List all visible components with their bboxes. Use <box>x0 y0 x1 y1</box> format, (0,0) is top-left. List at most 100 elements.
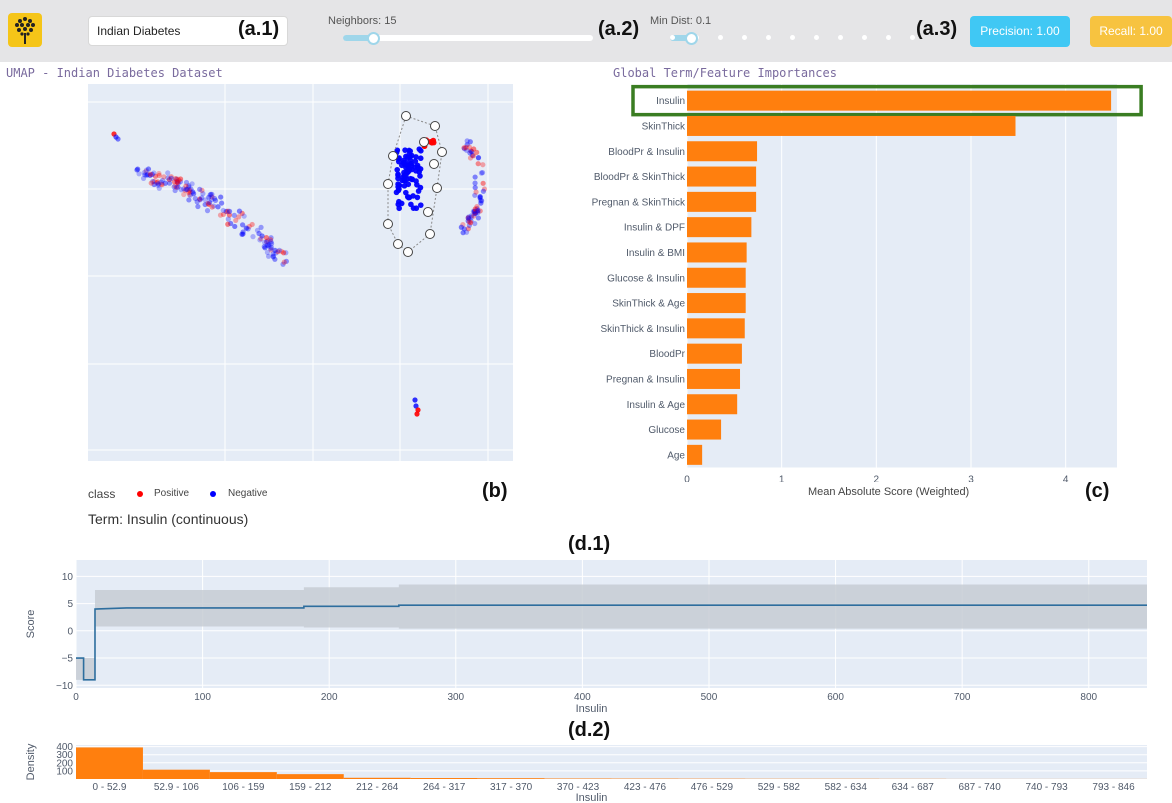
umap-point[interactable] <box>475 155 482 161</box>
umap-point[interactable] <box>218 194 224 200</box>
umap-point[interactable] <box>408 162 415 169</box>
umap-point[interactable] <box>473 189 479 195</box>
umap-point[interactable] <box>211 203 217 209</box>
neighbors-slider[interactable] <box>343 35 593 41</box>
umap-point[interactable] <box>480 162 486 168</box>
umap-point[interactable] <box>186 189 192 195</box>
umap-point[interactable] <box>173 184 180 190</box>
legend-negative-label[interactable]: Negative <box>228 488 268 499</box>
umap-point[interactable] <box>186 184 192 190</box>
umap-point[interactable] <box>395 172 401 179</box>
umap-point[interactable] <box>408 201 414 208</box>
umap-point[interactable] <box>245 226 251 232</box>
umap-point[interactable] <box>395 201 402 208</box>
umap-point[interactable] <box>202 201 208 208</box>
umap-point[interactable] <box>404 154 411 161</box>
min-dist-slider-handle[interactable] <box>685 32 698 45</box>
importance-bar[interactable] <box>687 293 746 314</box>
umap-point[interactable] <box>149 171 155 177</box>
min-dist-step-dot[interactable] <box>718 35 723 40</box>
umap-point[interactable] <box>175 176 181 182</box>
umap-point[interactable] <box>141 169 147 176</box>
umap-point[interactable] <box>175 180 181 186</box>
umap-point[interactable] <box>220 207 226 214</box>
umap-point[interactable] <box>142 172 148 178</box>
umap-point[interactable] <box>183 183 189 189</box>
importance-bar[interactable] <box>687 419 722 440</box>
umap-point[interactable] <box>472 174 478 180</box>
umap-point[interactable] <box>266 241 272 248</box>
umap-point[interactable] <box>191 191 197 197</box>
umap-point[interactable] <box>472 206 478 212</box>
umap-point[interactable] <box>395 158 402 165</box>
umap-point[interactable] <box>185 186 191 192</box>
umap-point[interactable] <box>418 148 424 154</box>
umap-point[interactable] <box>464 147 470 153</box>
umap-point[interactable] <box>232 223 238 230</box>
umap-point[interactable] <box>472 210 478 217</box>
umap-point[interactable] <box>410 193 416 199</box>
umap-point[interactable] <box>236 214 242 220</box>
lasso-handle[interactable] <box>423 207 433 217</box>
umap-point[interactable] <box>417 155 424 162</box>
dataset-select[interactable]: Indian Diabetes <box>88 16 288 46</box>
umap-point[interactable] <box>165 175 171 181</box>
umap-point[interactable] <box>475 215 481 221</box>
umap-point[interactable] <box>261 239 268 245</box>
umap-point[interactable] <box>241 213 247 219</box>
umap-point[interactable] <box>258 236 264 242</box>
umap-point[interactable] <box>192 195 198 202</box>
umap-point[interactable] <box>148 180 154 186</box>
umap-point[interactable] <box>250 234 256 240</box>
lasso-handle[interactable] <box>383 219 393 229</box>
umap-point[interactable] <box>181 191 187 198</box>
density-bar[interactable] <box>76 747 143 779</box>
umap-point[interactable] <box>468 218 474 224</box>
umap-point[interactable] <box>197 196 203 202</box>
umap-point[interactable] <box>472 180 478 186</box>
umap-point[interactable] <box>162 180 168 186</box>
umap-point[interactable] <box>268 241 275 247</box>
umap-point[interactable] <box>145 171 151 178</box>
umap-point[interactable] <box>280 261 286 267</box>
umap-point[interactable] <box>188 186 194 192</box>
umap-point[interactable] <box>190 189 196 195</box>
umap-point[interactable] <box>430 139 437 146</box>
umap-point[interactable] <box>159 177 166 183</box>
umap-point[interactable] <box>258 224 264 230</box>
min-dist-step-dot[interactable] <box>814 35 819 40</box>
umap-point[interactable] <box>176 177 182 183</box>
umap-point[interactable] <box>472 220 478 227</box>
umap-point[interactable] <box>270 251 276 257</box>
umap-point[interactable] <box>145 166 152 172</box>
importance-bar[interactable] <box>687 444 703 465</box>
umap-point[interactable] <box>204 208 211 214</box>
umap-point[interactable] <box>194 199 200 205</box>
umap-point[interactable] <box>481 186 488 192</box>
importance-bar[interactable] <box>687 141 758 162</box>
umap-point[interactable] <box>261 243 267 250</box>
umap-point[interactable] <box>197 197 203 203</box>
lasso-handle[interactable] <box>430 121 440 131</box>
umap-point[interactable] <box>395 187 402 194</box>
umap-point[interactable] <box>466 214 472 220</box>
density-bar[interactable] <box>142 769 210 779</box>
umap-point[interactable] <box>480 188 486 194</box>
neighbors-slider-handle[interactable] <box>367 32 380 45</box>
density-bar[interactable] <box>410 778 478 779</box>
umap-point[interactable] <box>225 216 231 222</box>
umap-point[interactable] <box>186 192 192 198</box>
umap-point[interactable] <box>239 210 245 216</box>
umap-point[interactable] <box>474 149 480 155</box>
umap-point[interactable] <box>233 217 239 224</box>
umap-point[interactable] <box>166 177 173 183</box>
min-dist-step-dot[interactable] <box>910 35 915 40</box>
umap-point[interactable] <box>143 168 149 174</box>
umap-point[interactable] <box>472 192 478 198</box>
umap-point[interactable] <box>243 225 250 232</box>
lasso-handle[interactable] <box>419 137 429 147</box>
umap-point[interactable] <box>465 226 471 232</box>
umap-point[interactable] <box>172 187 178 194</box>
umap-point[interactable] <box>468 214 475 220</box>
shape-function-chart[interactable]: 0 100 200 300 400 500 600 700 800 −10 −5 0 5 10 Insuli… <box>20 558 1155 720</box>
